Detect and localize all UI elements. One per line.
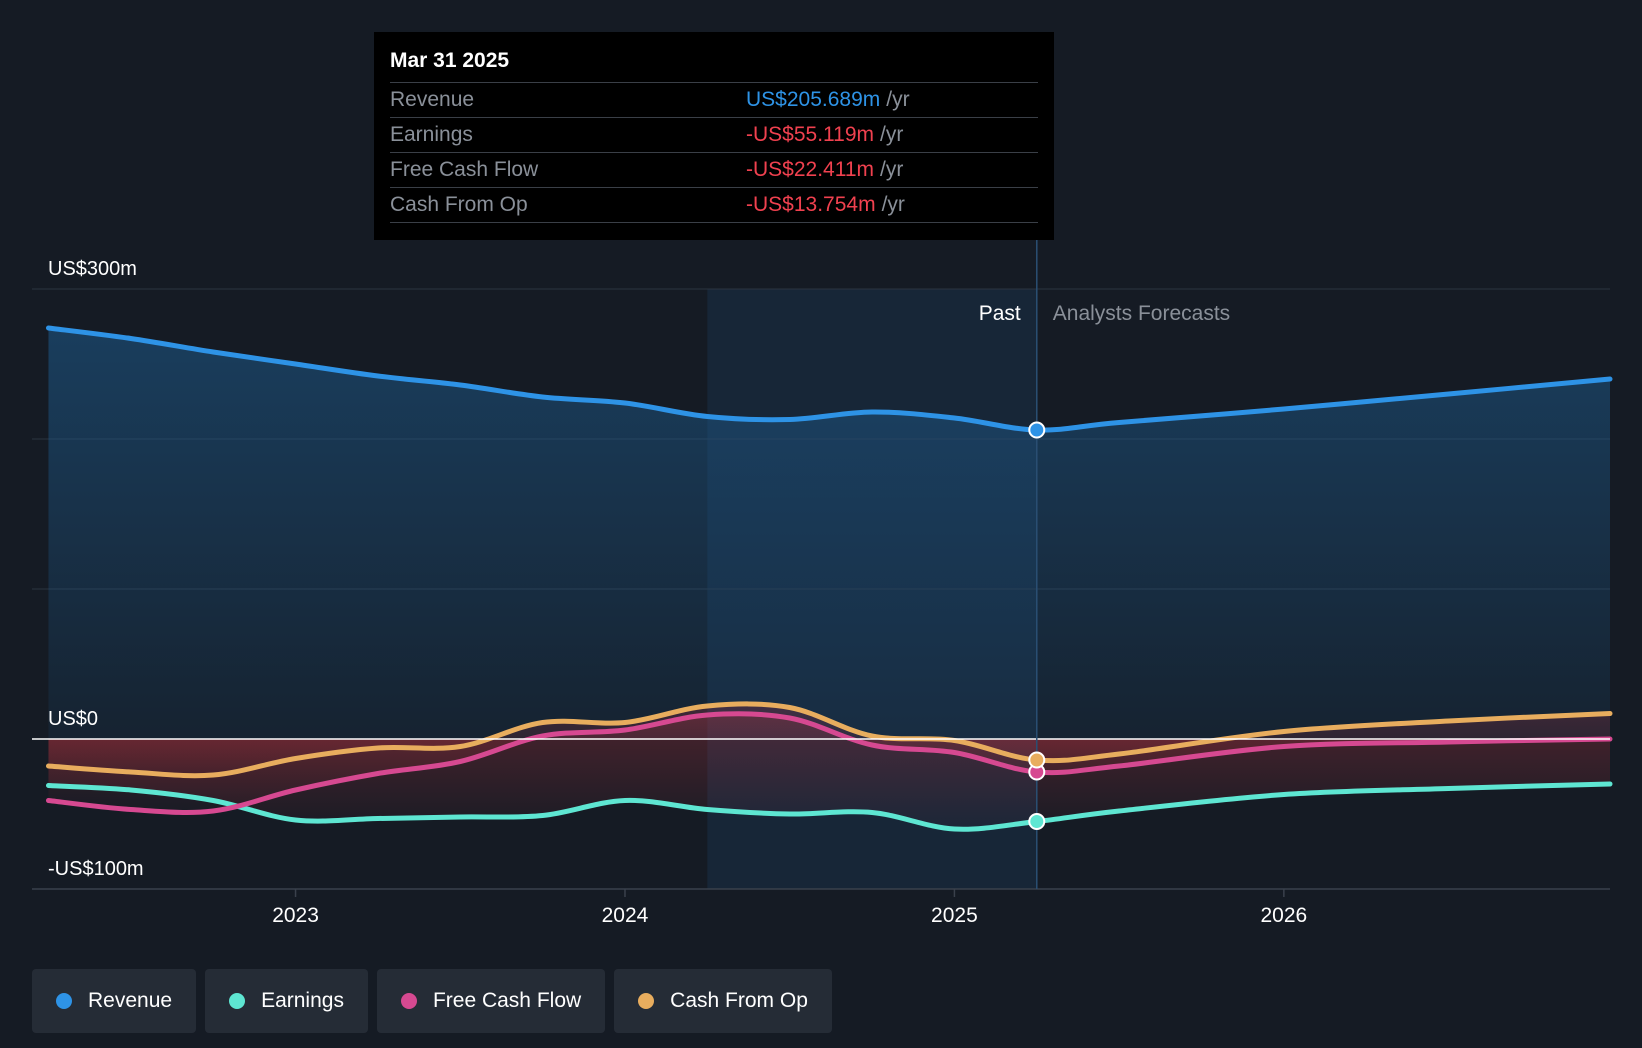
x-tick-label: 2024 [602,904,649,927]
tooltip-unit: /yr [880,123,904,146]
legend-dot-icon [400,993,417,1009]
tooltip-unit: /yr [880,158,904,181]
legend-dot-icon [229,993,246,1009]
tooltip-date: Mar 31 2025 [390,46,1038,83]
x-tick-label: 2026 [1260,904,1307,927]
legend-item-free-cash-flow[interactable]: Free Cash Flow [376,969,606,1033]
cash-from-op-present-marker [1028,751,1046,769]
cash-from-op-line [45,701,1613,779]
y-tick-label: -US$100m [48,858,144,880]
legend-dot-icon [638,993,655,1009]
tooltip-unit: /yr [886,88,910,111]
legend-label: Earnings [261,989,344,1012]
tooltip-panel: Mar 31 2025 Revenue US$205.689m /yr Earn… [374,32,1054,240]
legend-label: Revenue [88,989,173,1012]
tooltip-row-cash-from-op: Cash From Op -US$13.754m /yr [390,188,1038,223]
x-tick-label: 2023 [272,904,319,927]
y-tick-label: US$300m [48,258,137,280]
tooltip-label: Earnings [390,123,473,146]
tooltip-row-revenue: Revenue US$205.689m /yr [390,83,1038,118]
earnings-line [45,781,1613,832]
tooltip-label: Cash From Op [390,193,528,216]
y-tick-label: US$0 [48,708,98,730]
tooltip-value: -US$22.411m [746,158,875,181]
earnings-present-marker [1028,813,1046,830]
tooltip-value: US$205.689m [746,88,881,111]
tooltip-value: -US$55.119m [746,123,875,146]
tooltip-value: -US$13.754m [746,193,876,216]
forecast-label: Analysts Forecasts [1053,302,1230,325]
legend-dot-icon [56,993,72,1009]
tooltip-row-earnings: Earnings -US$55.119m /yr [390,118,1038,153]
cash-from-op-area [48,703,1611,776]
tooltip-label: Free Cash Flow [390,158,539,181]
free-cash-flow-line [45,711,1613,815]
legend-label: Free Cash Flow [432,989,582,1012]
tooltip-unit: /yr [881,193,905,216]
legend-item-earnings[interactable]: Earnings [205,969,368,1033]
revenue-present-marker [1028,421,1046,439]
x-tick-label: 2025 [931,904,978,927]
legend-label: Cash From Op [670,989,808,1012]
legend-item-cash-from-op[interactable]: Cash From Op [614,969,832,1033]
chart-legend: Revenue Earnings Free Cash Flow Cash Fro… [32,969,832,1033]
revenue-area [48,328,1611,739]
tooltip-label: Revenue [390,88,475,111]
tooltip-row-free-cash-flow: Free Cash Flow -US$22.411m /yr [390,153,1038,188]
revenue-line [45,325,1613,433]
past-label: Past [979,302,1021,325]
legend-item-revenue[interactable]: Revenue [32,969,197,1033]
